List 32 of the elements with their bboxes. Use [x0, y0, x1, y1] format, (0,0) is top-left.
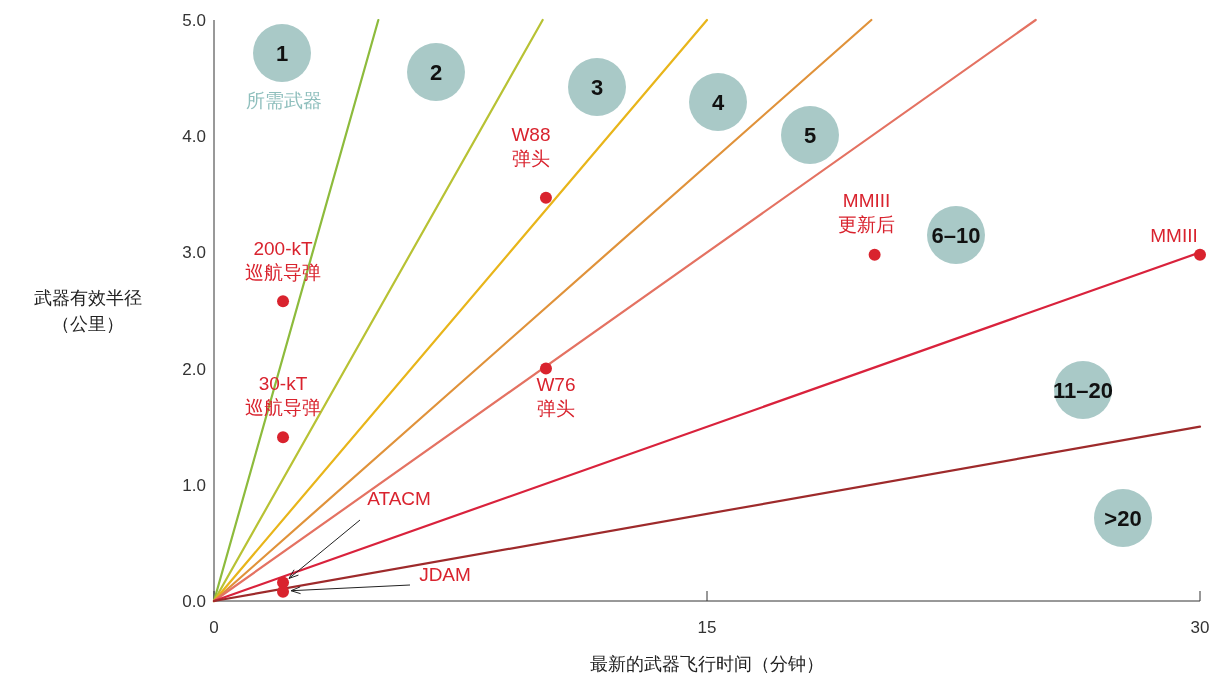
point	[868, 248, 881, 261]
series-label: W88 弹头	[511, 123, 551, 169]
y-tick-label: 5.0	[182, 11, 206, 30]
point	[1194, 248, 1206, 261]
text: ATACM	[367, 488, 431, 510]
y-tick-label: 2.0	[182, 359, 206, 379]
annotation: 5	[803, 123, 817, 148]
point	[277, 295, 290, 308]
annotation: 11–20	[1053, 378, 1113, 403]
point	[539, 362, 552, 375]
annotation: 3	[590, 75, 604, 100]
x-tick-label: 30	[1190, 618, 1210, 637]
annotation: 所需武器	[246, 90, 322, 111]
annotation: 2	[429, 60, 443, 85]
annotation: 6–10	[931, 223, 981, 248]
text: JDAM	[419, 563, 471, 585]
y-tick-label: 1.0	[182, 475, 206, 495]
x-tick-label: 15	[697, 618, 717, 637]
series-label: MMIII 更新后	[838, 189, 896, 235]
x-axis-title: 最新的武器飞行时间（分钟）	[590, 654, 824, 674]
y-tick-label: 3.0	[182, 243, 206, 263]
point	[277, 431, 290, 444]
y-tick-label: 4.0	[182, 127, 206, 147]
series-label: W76 弹头	[536, 373, 576, 419]
y-tick-label: 0.0	[182, 592, 206, 611]
annotation: 1	[275, 41, 289, 66]
series-label: MMIII	[1150, 224, 1198, 246]
annotation: >20	[1104, 506, 1142, 531]
annotation: 4	[711, 90, 725, 115]
x-tick-label: 0	[209, 618, 219, 637]
point	[539, 191, 552, 204]
y-axis-title: 武器有效半径（公里）	[34, 288, 142, 334]
